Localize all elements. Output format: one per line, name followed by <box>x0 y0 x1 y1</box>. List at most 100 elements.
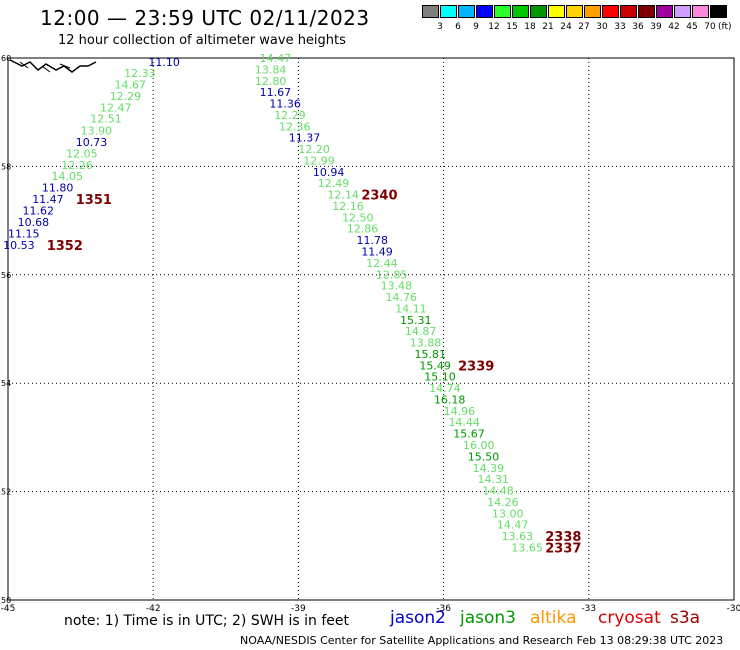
wave-height-value: 13.00 <box>492 507 524 520</box>
scale-swatch <box>440 5 457 18</box>
wave-height-value: 11.80 <box>42 182 74 195</box>
scale-swatch <box>602 5 619 18</box>
wave-height-value: 15.50 <box>468 450 500 463</box>
wave-height-value: 12.05 <box>66 147 98 160</box>
scale-swatch <box>494 5 511 18</box>
wave-height-value: 14.87 <box>405 325 437 338</box>
scale-swatch <box>512 5 529 18</box>
scale-swatch <box>548 5 565 18</box>
wave-height-value: 13.88 <box>410 337 442 350</box>
wave-height-value: 14.47 <box>260 52 292 65</box>
wave-height-value: 16.00 <box>463 439 495 452</box>
map-frame <box>7 57 735 601</box>
scale-swatch <box>674 5 691 18</box>
scale-label: 70 <box>704 22 716 32</box>
wave-height-value: 12.16 <box>332 200 364 213</box>
wave-height-value: 11.10 <box>148 56 180 69</box>
wave-height-value: 11.37 <box>289 132 321 145</box>
wave-height-value: 13.63 <box>502 530 534 543</box>
wave-height-value: 14.76 <box>386 291 418 304</box>
wave-height-value: 14.67 <box>114 79 146 92</box>
wave-height-value: 12.51 <box>90 113 122 126</box>
wave-height-value: 15.49 <box>419 359 451 372</box>
wave-height-value: 14.48 <box>482 485 514 498</box>
y-tick-label: 56 <box>1 271 11 280</box>
scale-swatch <box>620 5 637 18</box>
wave-height-value: 14.47 <box>497 519 528 532</box>
coastline-detail <box>19 61 71 73</box>
wave-height-value: 14.11 <box>395 302 427 315</box>
scale-swatch <box>530 5 547 18</box>
map-title: 12:00 — 23:59 UTC 02/11/2023 <box>40 6 370 30</box>
wave-height-value: 12.50 <box>342 211 374 224</box>
scale-swatch <box>476 5 493 18</box>
wave-height-value: 12.86 <box>347 223 379 236</box>
wave-height-value: 10.73 <box>76 136 108 149</box>
x-tick-label: -39 <box>291 604 306 614</box>
scale-swatch <box>566 5 583 18</box>
x-tick-label: -30 <box>727 604 740 614</box>
pass-time-label: 2337 <box>545 541 581 556</box>
wave-height-value: 12.49 <box>318 177 350 190</box>
wave-height-value: 13.65 <box>511 541 543 554</box>
wave-height-value: 12.80 <box>255 75 287 88</box>
scale-swatch <box>692 5 709 18</box>
scale-swatch <box>638 5 655 18</box>
wave-height-value: 16.18 <box>434 393 466 406</box>
satellite-s3a: s3a <box>670 608 701 628</box>
wave-height-value: 11.36 <box>269 98 301 111</box>
coastline <box>9 59 97 73</box>
scale-label: 9 <box>473 22 479 32</box>
wave-height-value: 14.31 <box>477 473 509 486</box>
wave-height-value: 12.47 <box>100 101 131 114</box>
wave-height-value: 10.53 <box>3 239 35 252</box>
y-tick-label: 52 <box>1 488 11 497</box>
wave-height-value: 10.68 <box>18 216 50 229</box>
scale-label: 27 <box>578 22 590 32</box>
wave-height-value: 11.67 <box>260 86 292 99</box>
wave-height-value: 14.96 <box>444 405 476 418</box>
scale-label: 42 <box>668 22 680 32</box>
pass-time-label: 2338 <box>545 530 581 545</box>
wave-height-value: 14.44 <box>448 416 480 429</box>
scale-unit: (ft) <box>718 22 732 32</box>
x-tick-label: -33 <box>581 604 596 614</box>
wave-height-value: 13.84 <box>255 63 287 76</box>
wave-height-value: 11.62 <box>23 204 55 217</box>
wave-height-value: 11.78 <box>356 234 388 247</box>
scale-label: 21 <box>542 22 554 32</box>
satellite-jason3: jason3 <box>460 608 516 628</box>
y-tick-label: 54 <box>1 379 11 388</box>
scale-swatch <box>422 5 439 18</box>
wave-height-value: 12.33 <box>124 67 156 80</box>
pass-time-label: 1351 <box>76 193 112 208</box>
wave-height-value: 14.39 <box>473 462 505 475</box>
wave-height-value: 14.26 <box>487 496 519 509</box>
scale-swatch <box>656 5 673 18</box>
satellite-cryosat: cryosat <box>598 608 661 628</box>
scale-swatch <box>458 5 475 18</box>
satellite-altika: altika <box>530 608 577 628</box>
wave-height-value: 12.29 <box>110 90 142 103</box>
pass-time-label: 1352 <box>47 239 83 254</box>
wave-height-value: 15.31 <box>400 314 432 327</box>
map-subtitle: 12 hour collection of altimeter wave hei… <box>58 33 346 48</box>
scale-label: 30 <box>596 22 608 32</box>
wave-height-value: 12.36 <box>279 120 311 133</box>
wave-height-value: 12.26 <box>61 159 93 172</box>
wave-height-value: 11.49 <box>361 245 393 258</box>
wave-height-value: 12.44 <box>366 257 398 270</box>
scale-label: 39 <box>650 22 662 32</box>
pass-time-label: 2339 <box>458 359 494 374</box>
x-tick-label: -42 <box>146 604 161 614</box>
scale-label: 15 <box>506 22 518 32</box>
pass-time-label: 2340 <box>361 189 397 204</box>
wave-height-value: 14.74 <box>429 382 461 395</box>
wave-height-value: 15.10 <box>424 371 456 384</box>
scale-swatch <box>710 5 727 18</box>
scale-label: 12 <box>488 22 500 32</box>
footer-note: note: 1) Time is in UTC; 2) SWH is in fe… <box>64 613 350 629</box>
wave-height-value: 11.47 <box>32 193 64 206</box>
y-tick-label: 50 <box>1 596 11 605</box>
